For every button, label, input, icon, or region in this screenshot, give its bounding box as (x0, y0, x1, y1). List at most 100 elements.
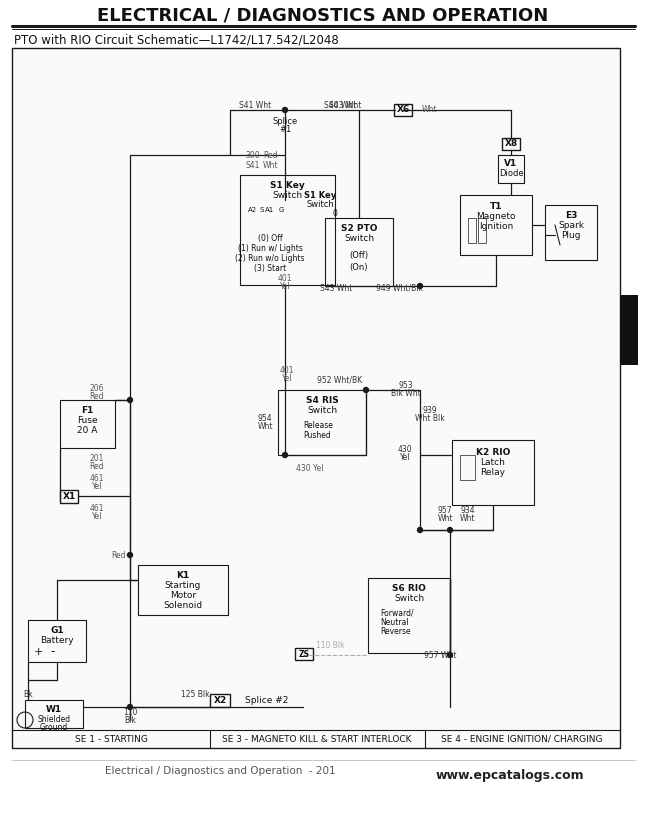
Text: Switch: Switch (394, 593, 424, 603)
Text: 300: 300 (245, 150, 260, 159)
Bar (25, 700, 83, 728)
Text: Yel: Yel (92, 511, 102, 520)
Text: Switch: Switch (344, 233, 374, 242)
Text: 952 Wht/BK: 952 Wht/BK (318, 375, 362, 384)
Text: Yel: Yel (281, 374, 292, 383)
Text: Red: Red (90, 392, 104, 401)
Bar (620, 295, 638, 365)
Text: S41 Wht: S41 Wht (239, 100, 271, 110)
Text: G1: G1 (50, 626, 64, 634)
Text: Wht Blk: Wht Blk (415, 413, 445, 422)
Text: +: + (33, 647, 43, 657)
Text: S40 Wht: S40 Wht (324, 100, 356, 110)
Text: Red: Red (111, 550, 126, 559)
Text: Battery: Battery (40, 636, 74, 645)
Bar (60, 400, 115, 448)
Bar (60, 490, 78, 503)
Text: Blk Wht: Blk Wht (391, 388, 421, 398)
Text: Yel: Yel (280, 281, 291, 290)
Text: E3: E3 (565, 211, 577, 219)
Text: Wht: Wht (437, 514, 453, 523)
Circle shape (417, 528, 422, 533)
Bar (278, 390, 366, 455)
Text: Solenoid: Solenoid (164, 600, 203, 609)
Text: 949 Wht/Blk: 949 Wht/Blk (377, 284, 424, 292)
Text: 430 Yel: 430 Yel (296, 463, 324, 472)
Circle shape (127, 553, 133, 558)
Circle shape (283, 452, 287, 457)
Text: Wht: Wht (263, 160, 278, 169)
Text: 957: 957 (437, 505, 452, 515)
Text: PTO with RIO Circuit Schematic—L1742/L17.542/L2048: PTO with RIO Circuit Schematic—L1742/L17… (14, 33, 339, 46)
Text: SE 4 - ENGINE IGNITION/ CHARGING: SE 4 - ENGINE IGNITION/ CHARGING (441, 735, 603, 744)
Text: 934: 934 (461, 505, 476, 515)
Text: (On): (On) (350, 262, 368, 271)
Bar (325, 218, 393, 286)
Text: S43 Wht: S43 Wht (320, 284, 352, 292)
Text: 20 A: 20 A (77, 426, 97, 434)
Circle shape (448, 652, 452, 657)
Text: Fuse: Fuse (77, 416, 97, 424)
Text: Switch: Switch (306, 199, 334, 208)
Text: K1: K1 (177, 570, 190, 579)
Text: www.epcatalogs.com: www.epcatalogs.com (435, 769, 584, 782)
Text: S1 Key: S1 Key (304, 191, 336, 199)
Text: 201: 201 (90, 453, 104, 462)
Text: Yel: Yel (92, 481, 102, 491)
Text: (2) Run w/o Lights: (2) Run w/o Lights (236, 253, 305, 262)
Text: 461: 461 (90, 504, 104, 512)
Circle shape (417, 284, 422, 289)
Text: 110 Blk: 110 Blk (316, 641, 344, 650)
Text: 957 Wht: 957 Wht (424, 651, 456, 660)
Text: Switch: Switch (307, 406, 337, 414)
Bar (468, 218, 476, 243)
Text: Switch: Switch (272, 191, 302, 199)
Text: A2: A2 (247, 207, 257, 213)
Text: Red: Red (90, 461, 104, 471)
Circle shape (127, 705, 133, 710)
Text: V1: V1 (505, 159, 518, 168)
Text: #1: #1 (279, 125, 291, 134)
Text: Release: Release (303, 421, 333, 429)
Text: Starting: Starting (165, 580, 201, 589)
Text: Blk: Blk (124, 715, 136, 725)
Text: Latch: Latch (481, 457, 505, 466)
Text: W1: W1 (46, 705, 62, 714)
Text: (Off): (Off) (349, 251, 369, 260)
Text: Diode: Diode (499, 168, 523, 178)
Circle shape (448, 528, 452, 533)
Text: T1: T1 (490, 202, 502, 211)
Bar (460, 455, 475, 480)
Text: S6 RIO: S6 RIO (392, 583, 426, 593)
Text: SE 3 - MAGNETO KILL & START INTERLOCK: SE 3 - MAGNETO KILL & START INTERLOCK (223, 735, 411, 744)
Text: X8: X8 (505, 139, 518, 149)
Text: X6: X6 (397, 105, 410, 115)
Bar (502, 138, 520, 150)
Text: (1) Run w/ Lights: (1) Run w/ Lights (237, 243, 302, 252)
Text: S2 PTO: S2 PTO (341, 223, 377, 232)
Text: 0: 0 (333, 208, 338, 217)
Text: 939: 939 (422, 406, 437, 414)
Text: (3) Start: (3) Start (254, 263, 286, 272)
Text: S41: S41 (246, 160, 260, 169)
Circle shape (283, 108, 287, 113)
Text: Ground: Ground (40, 722, 68, 731)
Text: Wht: Wht (258, 422, 273, 431)
Text: Forward/: Forward/ (380, 608, 413, 618)
Text: F1: F1 (81, 406, 93, 414)
Bar (28, 620, 86, 662)
Bar (394, 104, 412, 116)
Bar (12, 48, 620, 748)
Text: Neutral: Neutral (380, 618, 409, 627)
Circle shape (364, 388, 369, 393)
Text: Relay: Relay (481, 467, 505, 476)
Text: G: G (278, 207, 283, 213)
Text: S: S (260, 207, 264, 213)
Bar (240, 175, 335, 285)
Bar (460, 195, 532, 255)
Bar (452, 440, 534, 505)
Text: 953: 953 (399, 380, 413, 389)
Text: SE 1 - STARTING: SE 1 - STARTING (74, 735, 148, 744)
Text: 430: 430 (398, 445, 412, 453)
Text: Electrical / Diagnostics and Operation  - 201: Electrical / Diagnostics and Operation -… (105, 766, 335, 776)
